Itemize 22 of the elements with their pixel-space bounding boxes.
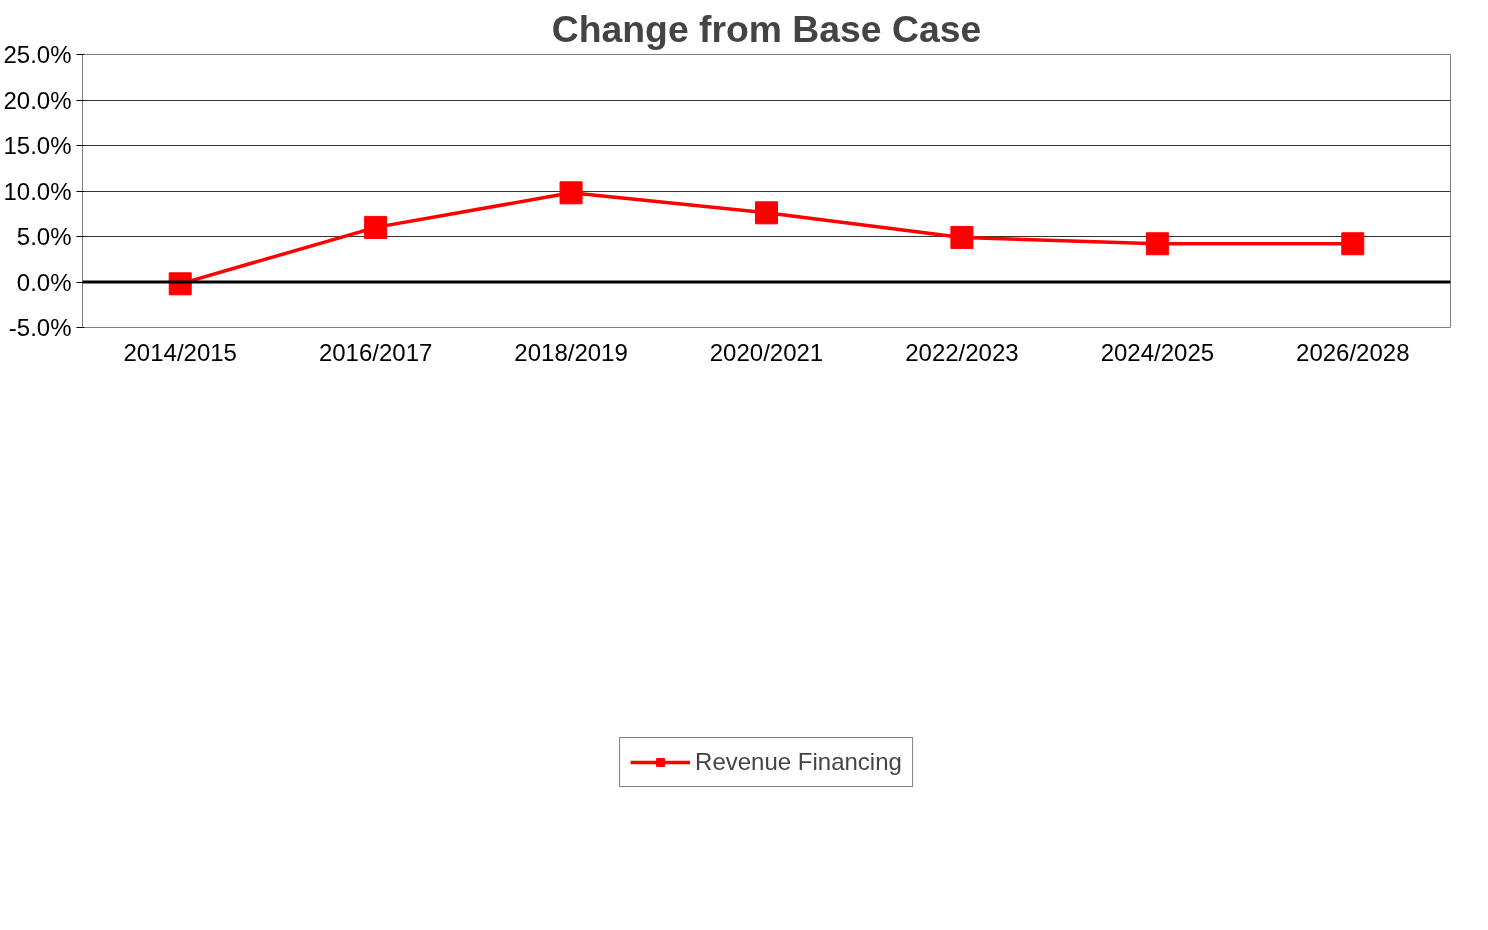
point <box>950 225 974 249</box>
y-tick-label: -5.0% <box>8 314 72 341</box>
x-tick-label: 2016/2017 <box>318 338 433 366</box>
point <box>364 215 388 239</box>
y-tick-label: 20.0% <box>3 86 72 114</box>
point <box>559 181 583 205</box>
x-tick-label: 2024/2025 <box>1100 338 1215 366</box>
y-tick-label: 5.0% <box>16 223 72 250</box>
y-tick-label: 25.0% <box>3 41 72 68</box>
point <box>1341 232 1365 256</box>
point <box>1145 232 1169 256</box>
point <box>755 201 778 225</box>
x-tick-label: 2018/2019 <box>514 338 628 366</box>
y-tick-label: 10.0% <box>3 177 72 205</box>
y-tick-label: 15.0% <box>3 132 72 159</box>
x-tick-label: 2022/2023 <box>905 338 1019 366</box>
x-tick-label: 2020/2021 <box>709 338 824 366</box>
legend-label: Revenue Financing <box>695 748 902 776</box>
x-tick-label: 2026/2028 <box>1296 338 1410 366</box>
y-tick-label: 0.0% <box>16 268 72 296</box>
x-tick-label: 2014/2015 <box>123 338 237 366</box>
chart-title: Change from Base Case <box>551 7 982 50</box>
